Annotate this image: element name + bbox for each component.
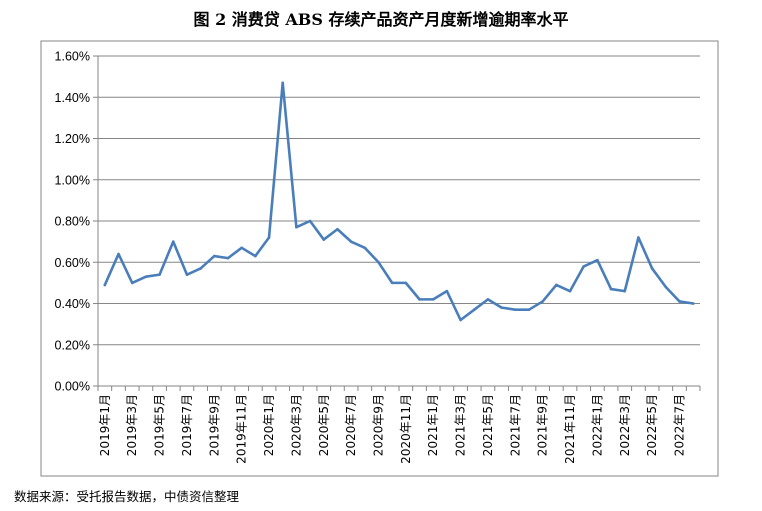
data-point [404,281,408,285]
x-tick-label: 2021年7月 [508,394,522,456]
x-tick-label: 2021年5月 [481,394,495,456]
data-point [336,227,339,231]
data-point [171,240,175,243]
data-point [308,219,312,223]
x-axis-ticks: 2019年1月 2019年3月 2019年5月 2019年7月 2019年9月 2019年… [98,394,687,464]
data-point [158,273,161,276]
data-point [363,246,367,250]
x-tick-label: 2019年9月 [207,394,221,456]
data-point [472,308,476,311]
x-tick-label: 2019年1月 [98,394,112,456]
data-point [130,281,134,285]
y-tick-label: 1.40% [55,91,90,105]
data-point [596,258,599,262]
data-point [623,289,627,293]
data-point [254,254,257,258]
data-point [322,238,326,241]
x-tick-label: 2022年5月 [645,394,659,456]
data-point [541,300,544,303]
data-point [513,308,517,311]
data-point [555,283,558,287]
data-point [240,246,243,250]
x-tick-label: 2019年11月 [235,394,249,464]
x-tick-label: 2021年9月 [536,394,550,456]
data-point [500,306,503,309]
data-point [582,265,586,268]
x-tick-label: 2019年7月 [180,394,194,456]
y-axis-ticks: 0.00% 0.20% 0.40% 0.60% 0.80% 1.00% 1.20% 1.40%… [55,50,98,394]
x-tick-label: 2022年7月 [672,394,686,456]
chart-title: 图 2 消费贷 ABS 存续产品资产月度新增逾期率水平 [193,10,569,29]
y-tick-label: 1.20% [55,132,90,146]
y-tick-label: 0.60% [55,256,90,270]
data-point [568,289,572,293]
data-point [527,308,531,311]
x-tick-label: 2021年1月 [426,394,440,456]
data-point [664,285,668,289]
data-point [431,298,435,301]
x-tick-label: 2019年5月 [153,394,167,456]
y-tick-label: 1.00% [55,173,90,187]
data-point [295,225,298,229]
data-point [691,302,695,305]
data-point [650,267,654,270]
series-group [103,81,695,322]
y-tick-label: 0.80% [55,215,90,229]
x-tick-label: 2021年3月 [454,394,468,456]
x-tick-label: 2020年5月 [317,394,331,456]
data-point [349,240,353,243]
data-point [117,252,120,256]
x-tick-label: 2020年3月 [289,394,303,456]
data-point [445,289,449,293]
data-point [185,273,189,276]
source-note: 数据来源：受托报告数据，中债资信整理 [14,489,240,504]
data-point [609,287,613,291]
data-point [199,267,202,270]
data-point [267,236,271,239]
y-tick-label: 0.40% [55,297,90,311]
data-point [103,283,107,287]
y-tick-label: 1.60% [55,50,90,64]
x-tick-label: 2019年3月 [125,394,139,456]
data-point [212,254,216,258]
x-axis [97,56,701,391]
data-point [678,300,681,303]
data-point [226,256,230,260]
data-point [418,298,421,301]
data-point [486,298,490,301]
data-point [637,236,640,239]
x-tick-label: 2022年1月 [590,394,604,456]
data-point [377,260,380,264]
series-line [103,81,695,322]
chart-frame [40,40,719,477]
data-point [144,275,148,278]
data-point [459,318,462,322]
data-point [281,81,285,85]
data-point [390,281,394,285]
y-tick-label: 0.00% [55,380,90,394]
x-tick-label: 2022年3月 [618,394,632,456]
x-tick-label: 2021年11月 [563,394,577,464]
x-tick-label: 2020年1月 [262,394,276,456]
x-tick-label: 2020年9月 [371,394,385,456]
x-tick-label: 2020年11月 [399,394,413,464]
x-tick-label: 2020年7月 [344,394,358,456]
y-tick-label: 0.20% [55,338,90,352]
